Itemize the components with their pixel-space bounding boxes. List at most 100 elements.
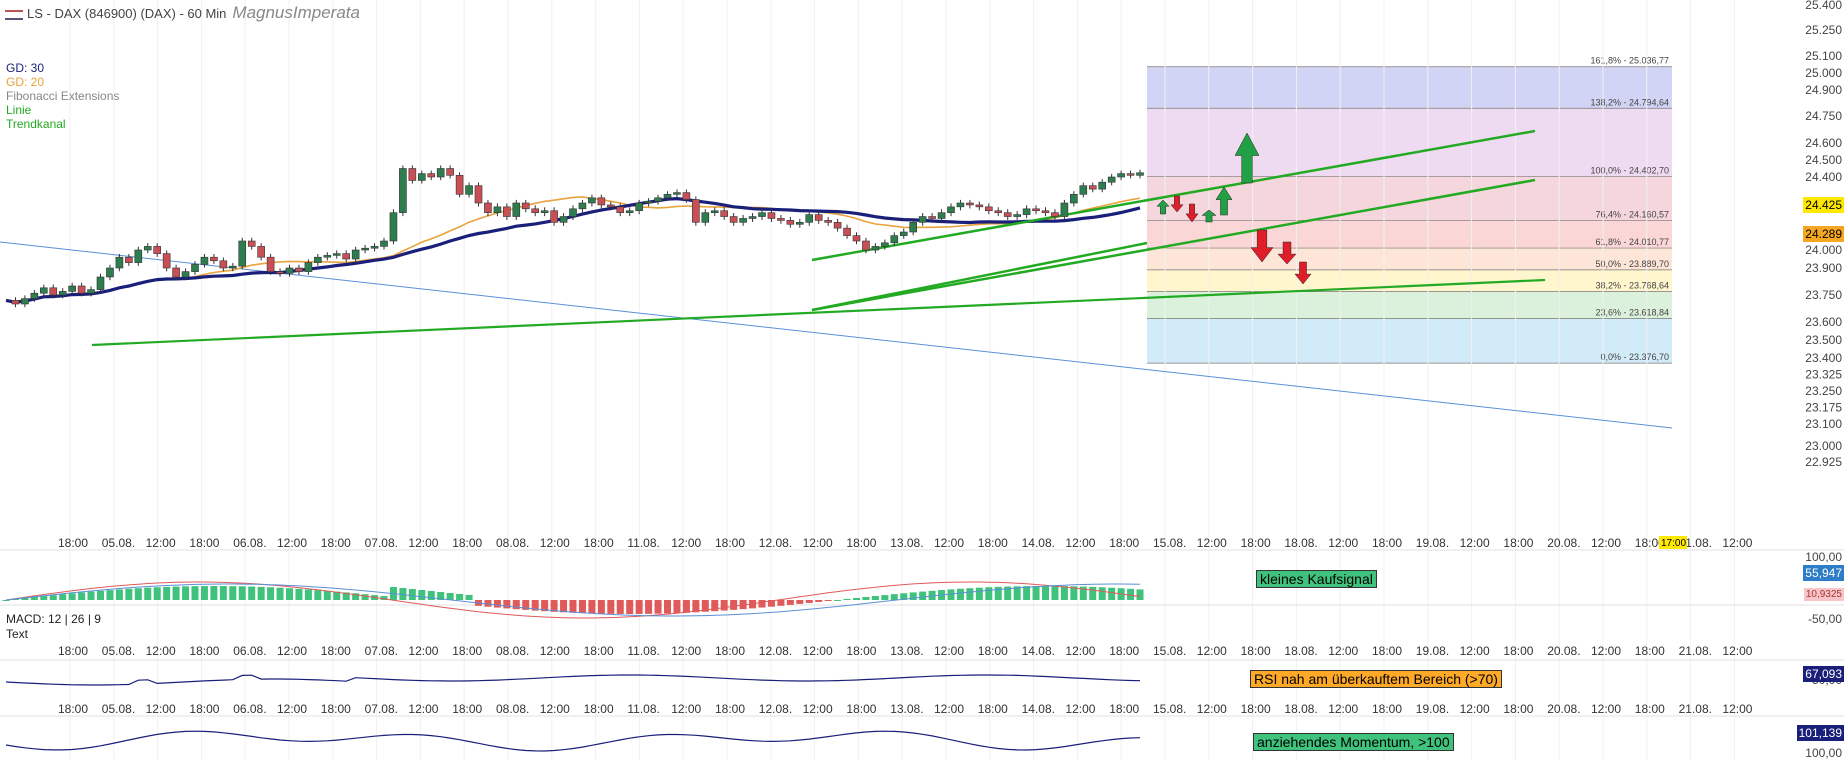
legend-gd30[interactable]: GD: 30 [6, 61, 45, 75]
macd-histogram-bar [210, 586, 218, 600]
time-label: 18:00 [1109, 644, 1139, 658]
macd-histogram-bar [2, 600, 10, 601]
macd-histogram-bar [682, 600, 690, 613]
candle-body [162, 253, 171, 269]
macd-histogram-bar [560, 600, 568, 613]
legend-linie[interactable]: Linie [6, 103, 32, 117]
candle-body [153, 246, 161, 254]
macd-histogram-bar [956, 588, 964, 600]
time-label: 13.08. [890, 536, 923, 550]
time-label: 12:00 [1722, 644, 1752, 658]
macd-histogram-bar [1127, 588, 1135, 600]
chart-icon [5, 9, 23, 20]
macd-histogram-bar [125, 588, 133, 600]
macd-histogram-bar [352, 593, 360, 600]
legend-trendkanal[interactable]: Trendkanal [6, 117, 66, 131]
momentum-line [5, 730, 1141, 752]
rsi-panel [5, 674, 1141, 686]
momentum-value-badge: 101,139 [1796, 725, 1844, 741]
price-tick: 23.750 [1805, 288, 1842, 302]
time-label: 18:00 [1241, 644, 1271, 658]
time-label: 18:00 [1241, 536, 1271, 550]
candle-body [276, 271, 284, 274]
candle-body [947, 206, 955, 213]
candle-body [1051, 212, 1059, 217]
time-label: 12:00 [934, 536, 964, 550]
candle-body [380, 240, 388, 247]
candle-body [49, 287, 58, 296]
down-arrow-large [1250, 229, 1274, 263]
time-label: 12:00 [1591, 536, 1621, 550]
candle-body [739, 218, 747, 223]
time-label: 12:00 [408, 536, 438, 550]
time-label: 05.08. [102, 702, 135, 716]
macd-histogram-bar [456, 593, 464, 600]
time-label: 18:00 [846, 702, 876, 716]
macd-tick: -50,00 [1808, 612, 1842, 626]
fib-level-label: 138,2% - 24.794,64 [1590, 97, 1669, 107]
candle-body [899, 231, 908, 236]
candles [11, 165, 1144, 308]
macd-histogram-bar [1042, 586, 1049, 600]
macd-histogram-bar [248, 586, 256, 600]
time-label: 18:00 [321, 536, 351, 550]
candle-body [862, 240, 870, 251]
macd-histogram-bar [645, 600, 653, 614]
time-label: 12:00 [803, 536, 833, 550]
macd-histogram-bar [78, 592, 86, 600]
macd-histogram-bar [1136, 589, 1144, 600]
candle-body [30, 292, 39, 299]
time-label: 14.08. [1022, 644, 1055, 658]
time-label: 12.08. [759, 702, 792, 716]
rsi-signal-box: RSI nah am überkauftem Bereich (>70) [1250, 670, 1502, 688]
time-label: 12:00 [1460, 644, 1490, 658]
macd-histogram-bar [342, 592, 350, 600]
candle-body [1126, 173, 1135, 176]
candle-body [493, 206, 502, 213]
candle-body [238, 240, 247, 267]
time-label: 18:00 [189, 644, 219, 658]
macd-histogram-bar [994, 586, 1002, 600]
candle-body [843, 227, 851, 236]
price-tick: 23.600 [1805, 315, 1842, 329]
macd-value-badge: 55,947 [1803, 565, 1844, 581]
macd-signal-badge: 10,9325 [1803, 588, 1844, 601]
macd-histogram-bar [427, 591, 435, 600]
macd-tick: 100,00 [1805, 550, 1842, 564]
macd-histogram-bar [1079, 586, 1087, 600]
time-label: 12:00 [803, 702, 833, 716]
candle-body [578, 202, 587, 210]
fib-level-label: 23,6% - 23.618,84 [1595, 308, 1669, 318]
macd-histogram-bar [219, 586, 227, 600]
price-tick: 24.000 [1805, 243, 1842, 257]
macd-histogram-bar [40, 596, 48, 600]
time-label: 05.08. [102, 536, 135, 550]
legend-fibonacci[interactable]: Fibonacci Extensions [6, 89, 120, 103]
fib-zone [1147, 220, 1672, 249]
time-label: 06.08. [233, 536, 266, 550]
time-label: 18:00 [715, 702, 745, 716]
price-tick: 23.400 [1805, 351, 1842, 365]
time-label: 12:00 [934, 644, 964, 658]
macd-histogram-bar [664, 600, 671, 614]
candle-body [1117, 173, 1125, 178]
candle-body [512, 202, 521, 217]
macd-histogram-bar [333, 591, 341, 600]
legend-gd20[interactable]: GD: 20 [6, 75, 45, 89]
time-label: 08.08. [496, 702, 529, 716]
macd-histogram-bar [512, 600, 520, 610]
up-arrow-small [1201, 209, 1217, 223]
macd-histogram-bar [834, 599, 842, 601]
candle-body [172, 267, 180, 278]
candle-body [1041, 210, 1050, 213]
brand-label: MagnusImperata [232, 3, 360, 22]
macd-histogram-bar [1004, 586, 1012, 600]
time-label: 12:00 [1591, 644, 1621, 658]
time-label: 12:00 [1722, 702, 1752, 716]
price-tick: 22.925 [1805, 455, 1842, 469]
time-label: 19.08. [1416, 702, 1449, 716]
time-label: 18:00 [1372, 702, 1402, 716]
time-label: 21.08. [1679, 702, 1712, 716]
candle-body [143, 246, 152, 251]
candle-body [503, 206, 511, 217]
